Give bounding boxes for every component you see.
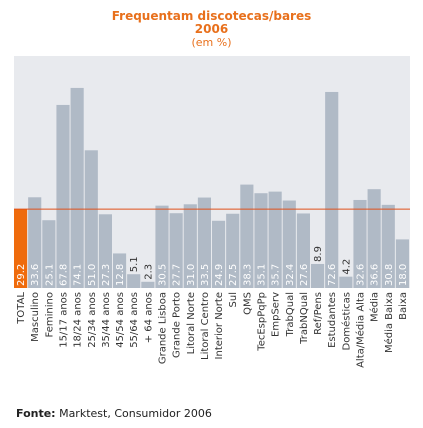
value-label-1: 33.6 <box>30 264 41 286</box>
value-label-5: 51.0 <box>87 264 98 286</box>
category-label-25: Média <box>369 292 381 322</box>
bar-12 <box>183 204 197 288</box>
chart-title: Frequentam discotecas/bares <box>111 9 312 23</box>
bar-18 <box>268 191 282 288</box>
category-label-6: 35/44 anos <box>101 292 112 348</box>
source-text: Marktest, Consumidor 2006 <box>59 407 212 420</box>
value-label-7: 12.8 <box>115 264 126 286</box>
value-label-9: 2.3 <box>143 264 154 280</box>
value-label-17: 35.1 <box>257 264 268 286</box>
bar-16 <box>240 184 254 288</box>
category-label-20: TrabNQual <box>299 292 310 345</box>
value-label-25: 36.6 <box>370 264 381 286</box>
value-label-23: 4.2 <box>341 259 352 275</box>
category-label-9: + 64 anos <box>143 292 154 343</box>
value-label-11: 27.7 <box>172 264 183 286</box>
category-label-18: EmpServ <box>271 292 282 337</box>
source-note: Fonte: Marktest, Consumidor 2006 <box>16 407 212 420</box>
value-label-26: 30.8 <box>384 264 395 286</box>
category-label-2: Feminino <box>44 292 55 337</box>
value-label-19: 32.4 <box>285 264 296 286</box>
value-label-16: 38.3 <box>242 264 253 286</box>
category-label-1: Masculino <box>30 292 41 342</box>
bar-10 <box>155 205 169 288</box>
bar-1 <box>28 197 42 288</box>
bar-0 <box>14 209 28 288</box>
category-label-13: Litoral Centro <box>200 292 211 360</box>
value-label-13: 33.5 <box>200 264 211 286</box>
category-label-0: TOTAL <box>16 292 27 325</box>
category-label-8: 55/64 anos <box>129 292 140 348</box>
bar-17 <box>254 193 268 288</box>
value-label-21: 8.9 <box>313 246 324 262</box>
bar-25 <box>367 189 381 288</box>
bar-5 <box>84 150 98 288</box>
bar-27 <box>395 239 409 288</box>
bar-24 <box>353 199 367 288</box>
category-label-17: TecEspPqPp <box>257 292 268 352</box>
value-label-15: 27.5 <box>228 264 239 286</box>
bar-3 <box>56 104 70 288</box>
value-label-22: 72.6 <box>327 264 338 286</box>
bar-11 <box>169 213 183 288</box>
category-label-7: 45/54 anos <box>115 292 126 348</box>
value-label-18: 35.7 <box>271 264 282 286</box>
bar-22 <box>325 91 339 288</box>
bar-9 <box>141 281 155 288</box>
chart-subtitle-unit: (em %) <box>191 36 232 49</box>
category-label-15: Sul <box>228 292 239 307</box>
value-labels-group: 29.2 33.6 25.1 67.8 74.1 51.0 27.3 12.8 5.1 2.3 30… <box>16 246 409 286</box>
category-label-5: 25/34 anos <box>87 292 98 348</box>
bar-21 <box>311 263 325 288</box>
category-label-27: Baixa <box>398 292 409 320</box>
bars-group <box>14 87 409 289</box>
bar-20 <box>296 213 310 288</box>
category-label-26: Média Baixa <box>383 292 395 353</box>
category-label-4: 18/24 anos <box>73 292 84 348</box>
category-label-19: TrabQual <box>285 292 296 337</box>
value-label-24: 32.6 <box>356 264 367 286</box>
category-label-22: Estudantes <box>327 292 338 348</box>
bar-26 <box>381 204 395 288</box>
bar-4 <box>70 87 84 289</box>
source-label: Fonte: <box>16 407 56 420</box>
value-label-4: 74.1 <box>73 264 84 286</box>
value-label-0: 29.2 <box>16 264 27 286</box>
category-label-16: QMS <box>242 292 253 315</box>
bar-14 <box>212 220 226 288</box>
value-label-3: 67.8 <box>59 264 70 286</box>
category-label-24: Alta/Média Alta <box>355 292 367 368</box>
value-label-10: 30.5 <box>158 264 169 286</box>
category-label-3: 15/17 anos <box>59 292 70 348</box>
category-label-21: Ref/Pens <box>313 292 324 335</box>
value-label-20: 27.6 <box>299 264 310 286</box>
bar-15 <box>226 213 240 288</box>
bar-13 <box>197 197 211 288</box>
category-labels-group: TOTAL Masculino Feminino 15/17 anos 18/24 an… <box>16 292 409 368</box>
bar-2 <box>42 220 56 288</box>
category-label-11: Grande Porto <box>172 292 183 358</box>
value-label-8: 5.1 <box>129 256 140 272</box>
value-label-12: 31.0 <box>186 264 197 286</box>
category-label-23: Domésticas <box>340 292 352 350</box>
bar-7 <box>113 253 127 288</box>
value-label-2: 25.1 <box>44 264 55 286</box>
category-label-14: Interior Norte <box>214 292 225 359</box>
value-label-27: 18.0 <box>398 264 409 286</box>
category-label-12: Litoral Norte <box>186 292 197 354</box>
bar-8 <box>127 274 141 288</box>
bar-6 <box>98 214 112 288</box>
chart-subtitle-year: 2006 <box>194 22 229 36</box>
value-label-6: 27.3 <box>101 264 112 286</box>
category-label-10: Grande Lisboa <box>158 292 169 364</box>
chart-title-block: Frequentam discotecas/bares 2006 (em %) <box>0 9 423 50</box>
bar-23 <box>339 276 353 288</box>
value-label-14: 24.9 <box>214 264 225 286</box>
bar-19 <box>282 200 296 288</box>
